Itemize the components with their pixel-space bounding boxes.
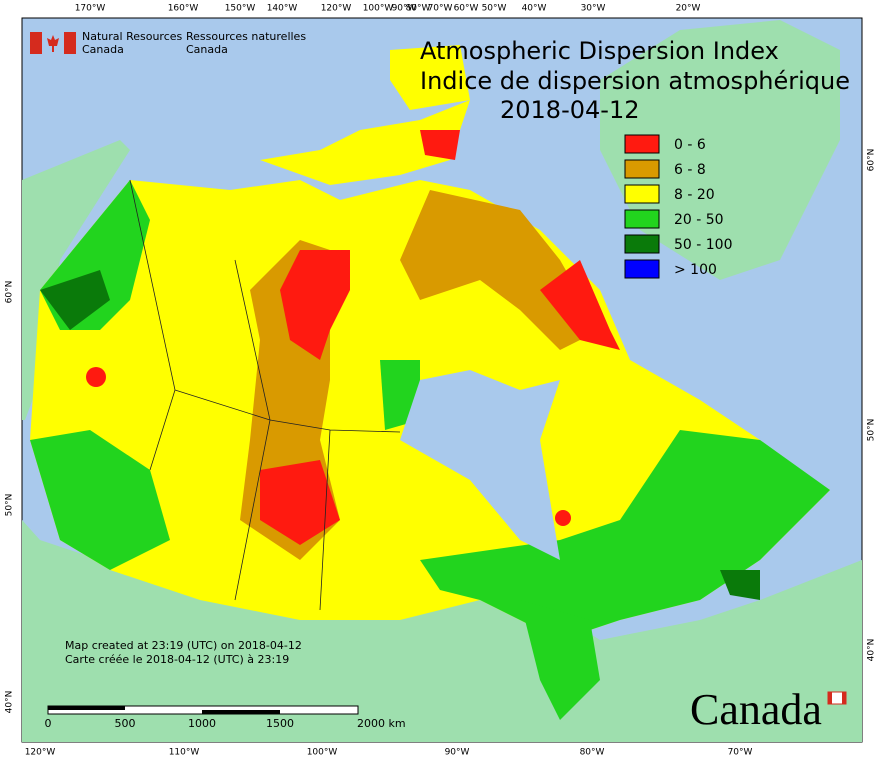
flag-bar — [64, 32, 76, 54]
lon-label: 100°W — [307, 748, 338, 758]
flag-bar — [30, 32, 42, 54]
legend-swatch — [624, 209, 660, 229]
orange-baffin — [400, 190, 600, 350]
scale-label: 2000 km — [357, 717, 406, 730]
lon-label: 150°W — [225, 4, 256, 14]
lon-label: 70°W — [728, 748, 753, 758]
green-bc — [30, 430, 170, 570]
legend-swatch — [624, 134, 660, 154]
created-fr: Carte créée le 2018-04-12 (UTC) à 23:19 — [65, 653, 289, 666]
lon-label: 70°W — [428, 4, 453, 14]
green-ontario-south — [520, 600, 600, 720]
scale-label: 1000 — [188, 717, 216, 730]
lon-label: 90°W — [392, 4, 417, 14]
legend-label: 6 - 8 — [674, 162, 706, 178]
title-date: 2018-04-12 — [500, 96, 639, 124]
red-spot — [86, 367, 106, 387]
red-spot — [555, 510, 571, 526]
created-en: Map created at 23:19 (UTC) on 2018-04-12 — [65, 639, 302, 652]
lon-label: 140°W — [267, 4, 298, 14]
nrcan-fr-2: Canada — [186, 43, 228, 56]
dkgreen-ns — [720, 570, 760, 600]
wordmark-flag — [842, 692, 846, 704]
lon-label: 120°W — [321, 4, 352, 14]
nrcan-en-2: Canada — [82, 43, 124, 56]
graticule-labels: 170°W 160°W 150°W 140°W 120°W 100°W90°W80°W70… — [5, 4, 877, 758]
scale-label: 1500 — [266, 717, 294, 730]
flag-leaf — [47, 35, 59, 52]
lon-label: 100°W — [363, 4, 394, 14]
scale-labels: 0 500 1000 1500 2000 km — [45, 717, 406, 730]
title-en: Atmospheric Dispersion Index — [420, 37, 779, 65]
lon-label: 30°W — [581, 4, 606, 14]
legend-label: > 100 — [674, 262, 717, 278]
red-central — [280, 250, 350, 360]
scale-seg — [48, 706, 125, 710]
lat-label: 60°N — [5, 281, 15, 304]
lon-label: 80°W — [580, 748, 605, 758]
lon-label: 20°W — [676, 4, 701, 14]
dkgreen-yukon — [40, 270, 110, 330]
lon-label: 50°W — [482, 4, 507, 14]
legend-swatch — [624, 234, 660, 254]
hudson-bay — [400, 370, 560, 560]
ellesmere — [390, 45, 470, 110]
scale-label: 500 — [115, 717, 136, 730]
usa — [22, 520, 862, 742]
lat-label: 50°N — [5, 494, 15, 517]
scale-label: 0 — [45, 717, 52, 730]
legend-label: 50 - 100 — [674, 237, 733, 253]
nrcan-fr-1: Ressources naturelles — [186, 30, 306, 43]
legend-label: 0 - 6 — [674, 137, 706, 153]
lat-label: 60°N — [867, 149, 877, 172]
alaska — [22, 140, 130, 420]
nrcan-en-1: Natural Resources — [82, 30, 183, 43]
wordmark-flag — [828, 692, 832, 704]
red-baffin — [540, 260, 620, 350]
legend-label: 20 - 50 — [674, 212, 724, 228]
red-prairie — [260, 460, 340, 545]
lon-label: 170°W — [75, 4, 106, 14]
red-ellesmere — [420, 130, 460, 160]
title-fr: Indice de dispersion atmosphérique — [420, 67, 850, 95]
lon-label: 40°W — [522, 4, 547, 14]
green-east — [420, 430, 830, 640]
lat-label: 40°N — [5, 691, 15, 714]
arctic-islands — [260, 100, 470, 185]
lat-label: 40°N — [867, 639, 877, 662]
lon-label: 120°W — [25, 748, 56, 758]
boundaries — [129, 179, 401, 611]
legend-swatch — [624, 184, 660, 204]
lon-label: 160°W — [168, 4, 199, 14]
lon-label: 60°W — [454, 4, 479, 14]
lat-label: 50°N — [867, 419, 877, 442]
legend: 0 - 6 6 - 8 8 - 20 20 - 50 50 - 100 > 100 — [624, 134, 733, 279]
lon-label: 110°W — [169, 748, 200, 758]
legend-swatch — [624, 159, 660, 179]
lon-label: 80°W — [406, 4, 431, 14]
legend-swatch — [624, 259, 660, 279]
lon-label: 90°W — [445, 748, 470, 758]
legend-label: 8 - 20 — [674, 187, 715, 203]
scale-seg — [202, 710, 280, 714]
greenland — [600, 20, 840, 280]
wordmark: Canada — [690, 685, 822, 734]
